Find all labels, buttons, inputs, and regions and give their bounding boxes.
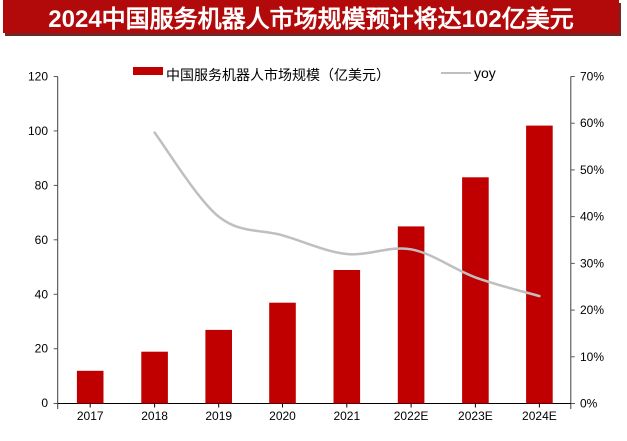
svg-text:40: 40 — [35, 287, 49, 301]
svg-text:2017: 2017 — [77, 409, 104, 423]
svg-text:2023E: 2023E — [458, 409, 493, 423]
svg-text:100: 100 — [28, 124, 48, 138]
svg-text:10%: 10% — [580, 350, 604, 364]
svg-text:50%: 50% — [580, 163, 604, 177]
svg-text:60%: 60% — [580, 116, 604, 130]
svg-text:40%: 40% — [580, 210, 604, 224]
svg-text:2018: 2018 — [141, 409, 168, 423]
svg-text:2021: 2021 — [333, 409, 360, 423]
svg-text:2020: 2020 — [269, 409, 296, 423]
svg-text:80: 80 — [35, 178, 49, 192]
svg-text:20%: 20% — [580, 303, 604, 317]
svg-text:20: 20 — [35, 342, 49, 356]
svg-text:2024E: 2024E — [522, 409, 557, 423]
svg-text:2022E: 2022E — [394, 409, 429, 423]
svg-text:120: 120 — [28, 70, 48, 84]
svg-text:60: 60 — [35, 233, 49, 247]
svg-text:70%: 70% — [580, 70, 604, 84]
svg-text:30%: 30% — [580, 256, 604, 270]
svg-text:0: 0 — [41, 396, 48, 410]
svg-text:2019: 2019 — [205, 409, 232, 423]
svg-text:0%: 0% — [580, 397, 598, 411]
